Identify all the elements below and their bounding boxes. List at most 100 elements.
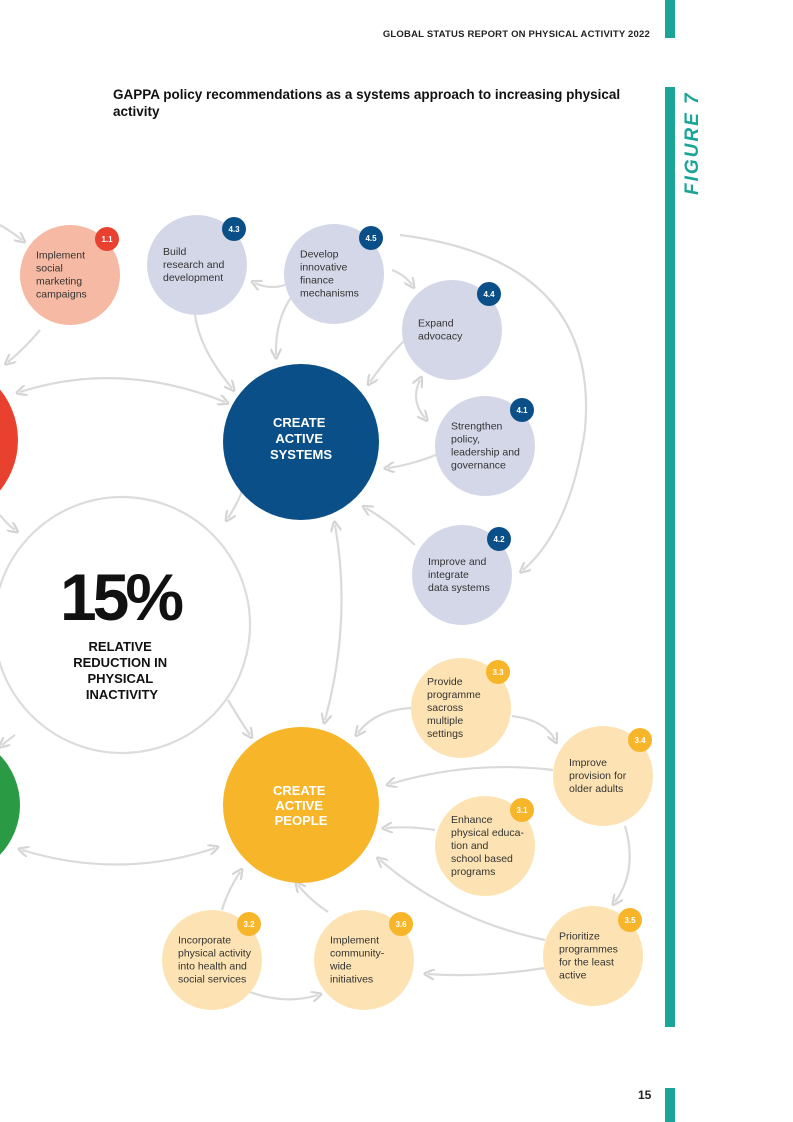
arrow (380, 860, 546, 942)
node-circle (412, 525, 512, 625)
hub-create-active-people: CREATE ACTIVE PEOPLE (223, 727, 379, 883)
node-label: Provide programme sacross multiple settings (427, 676, 481, 740)
node-circle (314, 910, 414, 1010)
badge-number: 3.2 (243, 920, 255, 929)
node-circle (411, 658, 511, 758)
arrow (276, 295, 293, 355)
badge (618, 908, 642, 932)
arrow (386, 827, 436, 830)
teal-bar-bottom (665, 1088, 675, 1122)
arrow (428, 966, 546, 975)
node-3-4: Improve provision for older adults 3.4 (553, 726, 653, 826)
badge-number: 3.5 (624, 916, 636, 925)
arrow (615, 825, 631, 902)
arrow (325, 525, 343, 720)
node-label: Implement community-wide initiatives (329, 935, 385, 986)
node-circle (147, 215, 247, 315)
badge (628, 728, 652, 752)
node-circle (543, 906, 643, 1006)
arrow (399, 233, 588, 570)
svg-text:CREATE ACTIVE PEOP: CREATE ACTIVE PEOPLE (273, 783, 329, 828)
node-label: Strengthen policy, leadership and governanc… (451, 421, 520, 472)
arrow (193, 314, 232, 388)
node-3-2: Incorporate physical activity into health … (162, 910, 262, 1010)
badge (359, 226, 383, 250)
arrow (255, 283, 286, 287)
badge (510, 398, 534, 422)
badge-number: 3.4 (634, 736, 646, 745)
arrow (370, 339, 406, 382)
node-circle (162, 910, 262, 1010)
node-circle (20, 225, 120, 325)
figure-title: GAPPA policy recommendations as a system… (113, 87, 621, 119)
node-3-3: Provide programme sacross multiple settings 3… (411, 658, 511, 758)
badge-number: 4.5 (365, 234, 377, 243)
badge-number: 3.1 (516, 806, 528, 815)
arrow (416, 380, 425, 418)
hub-create-active-systems: CREATE ACTIVE SYSTEMS (223, 364, 379, 520)
node-label: Incorporate physical activity into health … (178, 935, 252, 986)
badge (95, 227, 119, 251)
node-label: Improve and integrate data systems (428, 556, 490, 594)
node-1-1: Implement social marketing campaigns 1.1 (20, 225, 120, 325)
arrows (0, 224, 631, 999)
node-4-3: Build research and development 4.3 (147, 215, 247, 315)
arrow (0, 224, 22, 240)
node-label: Expand advocacy (418, 318, 463, 343)
node-label: Prioritize programmes for the least active (559, 931, 618, 982)
badge (477, 282, 501, 306)
svg-text:CREATE ACTIVE SYST: CREATE ACTIVE SYSTEMS (270, 415, 332, 462)
arrow (298, 885, 329, 913)
node-label: Develop innovative finance mechanisms (300, 249, 359, 300)
node-label: Enhance physical educa-tion and school bas… (451, 814, 524, 878)
report-title: GLOBAL STATUS REPORT ON PHYSICAL ACTIVIT… (382, 29, 650, 40)
badge (389, 912, 413, 936)
arrow (391, 268, 412, 285)
node-3-6: Implement community-wide initiatives 3.6 (314, 910, 414, 1010)
badge (487, 527, 511, 551)
teal-bar-top (665, 0, 675, 38)
node-3-1: Enhance physical educa-tion and school bas… (435, 796, 535, 896)
badge-number: 4.3 (228, 225, 240, 234)
node-label: Implement social marketing campaigns (36, 250, 87, 301)
badge (510, 798, 534, 822)
node-circle (553, 726, 653, 826)
node-circle (435, 396, 535, 496)
arrow (390, 765, 554, 784)
center-outcome: 15% RELATIVE REDUCTION IN PHYSICAL INACT… (0, 495, 252, 755)
side-circle-society (0, 389, 18, 491)
arrow (2, 734, 16, 745)
arrow (388, 453, 437, 468)
node-label: Improve provision for older adults (569, 757, 627, 795)
arrow (8, 329, 41, 362)
arrow (22, 848, 215, 866)
badge-number: 4.1 (516, 406, 528, 415)
badge (237, 912, 261, 936)
outcome-caption: RELATIVE REDUCTION IN PHYSICAL INACTIVIT… (73, 639, 171, 702)
outcome-value: 15% (60, 560, 182, 634)
node-circle (284, 224, 384, 324)
badge-number: 3.3 (492, 668, 504, 677)
arrow (358, 706, 412, 733)
node-4-2: Improve and integrate data systems 4.2 (412, 525, 512, 625)
badge (486, 660, 510, 684)
node-4-4: Expand advocacy 4.4 (402, 280, 502, 380)
side-circle-environments (0, 755, 20, 855)
node-label: Build research and development (163, 246, 224, 284)
recommendation-nodes: Implement social marketing campaigns 1.1 Buil… (20, 215, 653, 1010)
node-4-5: Develop innovative finance mechanisms 4.5 (284, 224, 384, 324)
badge (222, 217, 246, 241)
node-3-5: Prioritize programmes for the least active 3… (543, 906, 643, 1006)
arrow (20, 377, 225, 402)
arrow (0, 514, 15, 530)
teal-bar-side (665, 87, 675, 1027)
badge-number: 4.2 (493, 535, 505, 544)
arrow (366, 508, 416, 546)
arrow (227, 699, 250, 735)
node-circle (402, 280, 502, 380)
node-circle (435, 796, 535, 896)
arrow (511, 714, 555, 740)
page-number: 15 (638, 1088, 652, 1102)
badge-number: 3.6 (395, 920, 407, 929)
